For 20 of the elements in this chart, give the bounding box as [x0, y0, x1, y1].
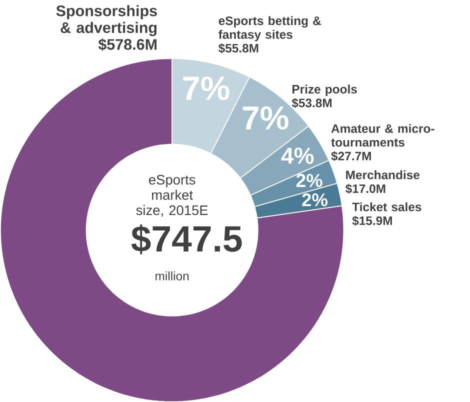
data-label: $55.8M	[218, 43, 258, 54]
text: 2%	[302, 193, 328, 206]
data-label: $53.8M	[292, 98, 332, 108]
slice-label: Ticket sales	[352, 202, 422, 212]
slice-label: eSports betting & fantasy sites	[218, 16, 321, 42]
text: 7%	[183, 76, 230, 100]
text: 7%	[242, 106, 288, 130]
text: million	[156, 271, 189, 280]
text: $747.5	[131, 224, 242, 254]
slice-label: Merchandise	[346, 170, 420, 180]
text: eSports market size, 2015E	[136, 174, 208, 217]
slice-label: Sponsorships & advertising	[56, 4, 157, 36]
data-label: $578.6M	[98, 38, 157, 51]
text: 4%	[281, 148, 314, 164]
text: 2%	[296, 174, 322, 187]
data-label: $15.9M	[352, 216, 392, 226]
data-label: $17.0M	[345, 184, 386, 194]
data-label: $27.7M	[331, 151, 371, 162]
slice-label: Amateur & micro-tournaments	[331, 124, 434, 147]
slice-label: Prize pools	[292, 84, 357, 96]
